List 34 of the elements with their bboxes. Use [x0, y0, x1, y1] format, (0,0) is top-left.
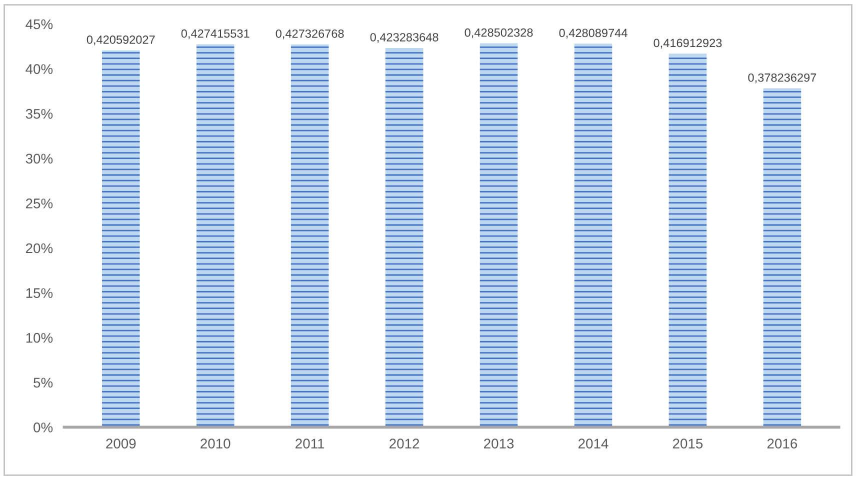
- y-tick-label: 0%: [34, 422, 53, 432]
- x-tick-label: 2014: [578, 438, 608, 449]
- x-tick-label: 2010: [200, 438, 230, 449]
- bar: [480, 43, 518, 428]
- y-tick-label: 25%: [26, 198, 53, 208]
- bar: [763, 88, 802, 428]
- bar: [574, 44, 612, 428]
- data-label: 0,428502328: [464, 28, 533, 38]
- bar: [290, 44, 329, 428]
- data-label: 0,420592027: [86, 35, 155, 46]
- bar: [385, 48, 424, 428]
- y-tick-label: 30%: [26, 154, 53, 164]
- x-tick-label: 2015: [672, 438, 703, 449]
- data-label: 0,427415531: [181, 29, 250, 40]
- x-tick-label: 2012: [390, 438, 420, 449]
- x-tick-label: 2011: [296, 438, 324, 449]
- y-tick-label: 5%: [34, 378, 53, 388]
- bar: [102, 50, 140, 428]
- y-tick-label: 20%: [26, 243, 53, 254]
- data-label: 0,427326768: [276, 29, 344, 40]
- y-tick-label: 10%: [26, 332, 53, 343]
- data-label: 0,423283648: [370, 33, 438, 43]
- data-label: 0,378236297: [748, 73, 816, 84]
- bar: [668, 54, 707, 428]
- bar: [196, 44, 234, 428]
- data-label: 0,428089744: [559, 28, 628, 39]
- x-tick-label: 2013: [484, 438, 514, 449]
- data-label: 0,416912923: [654, 38, 722, 49]
- y-tick-label: 45%: [26, 19, 53, 30]
- x-tick-label: 2009: [106, 438, 136, 449]
- y-tick-label: 15%: [26, 288, 53, 298]
- x-tick-label: 2016: [767, 438, 798, 449]
- y-tick-label: 35%: [26, 108, 53, 119]
- y-tick-label: 40%: [26, 64, 53, 74]
